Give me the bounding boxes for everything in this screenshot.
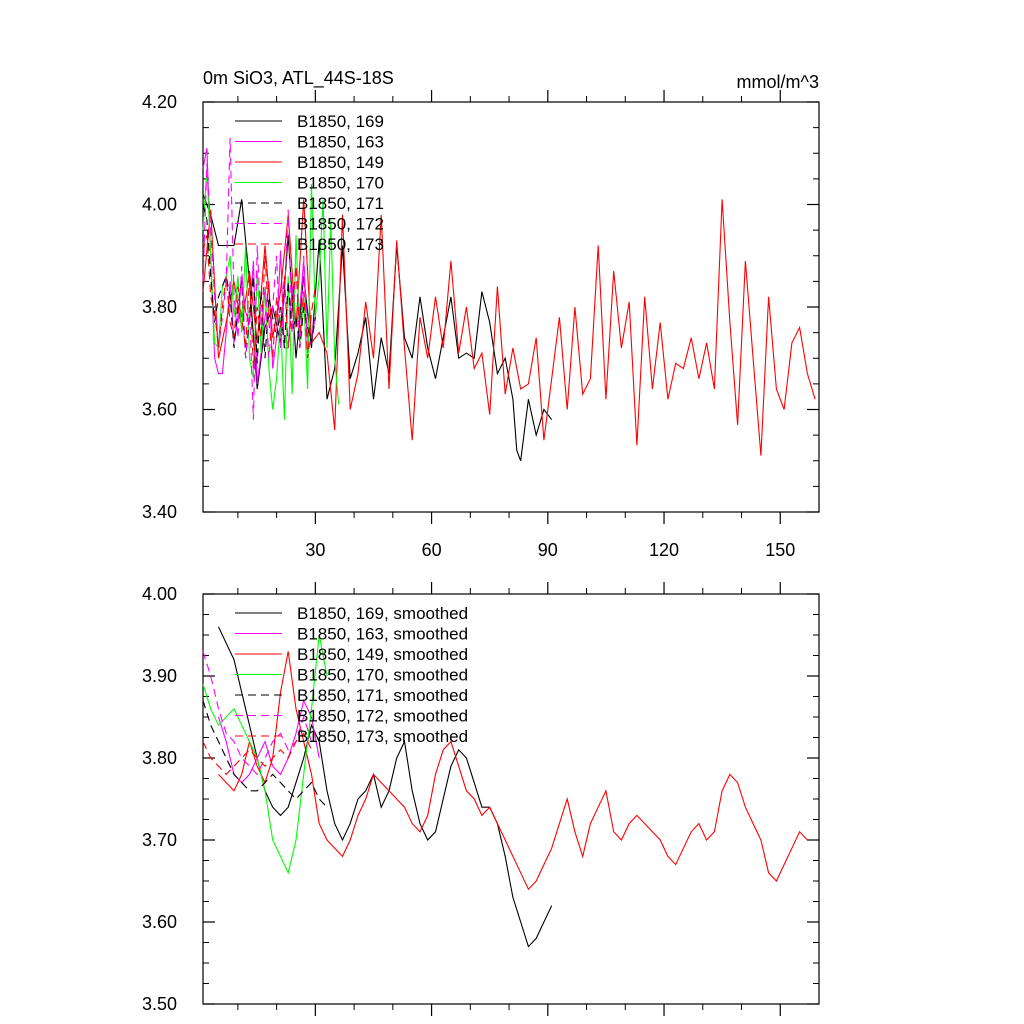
legend-label-163: B1850, 163	[297, 133, 384, 152]
series-line-171	[202, 204, 316, 364]
legend-label-169: B1850, 169, smoothed	[297, 604, 468, 623]
series-line-149	[202, 199, 816, 456]
smoothed-panel: 3.50 3.60 3.70 3.80 3.90 4.00 B1850, 169, smoo…	[142, 582, 820, 1016]
plot-frame	[202, 101, 820, 513]
series-line-170	[202, 634, 328, 875]
legend-label-173: B1850, 173	[297, 235, 384, 254]
x-tick-label: 90	[538, 540, 558, 560]
legend-label-149: B1850, 149, smoothed	[297, 645, 468, 664]
y-tick-label: 3.90	[142, 666, 177, 686]
y-tick-label: 4.20	[142, 92, 177, 112]
y-tick-label: 4.00	[142, 584, 177, 604]
legend-label-170: B1850, 170	[297, 174, 384, 193]
legend-label-171: B1850, 171	[297, 194, 384, 213]
y-tick-label: 3.60	[142, 912, 177, 932]
y-tick-label: 4.00	[142, 195, 177, 215]
x-tick-label: 30	[305, 540, 325, 560]
legend-label-170: B1850, 170, smoothed	[297, 666, 468, 685]
y-tick-label: 3.80	[142, 297, 177, 317]
raw-panel: 3.40 3.60 3.80 4.00 4.20 30 60 90 120 150 B1850, 1…	[142, 90, 820, 560]
series-line-149	[218, 651, 808, 891]
x-tick-label: 120	[649, 540, 679, 560]
chart-units: mmol/m^3	[737, 72, 819, 92]
series-line-173	[202, 235, 316, 369]
legend-label-163: B1850, 163, smoothed	[297, 625, 468, 644]
legend-label-149: B1850, 149	[297, 153, 384, 172]
legend-label-172: B1850, 172, smoothed	[297, 707, 468, 726]
legend-label-173: B1850, 173, smoothed	[297, 727, 468, 746]
chart-title: 0m SiO3, ATL_44S-18S	[203, 68, 394, 89]
series-line-171	[202, 700, 328, 808]
x-tick-label: 150	[765, 540, 795, 560]
y-tick-label: 3.80	[142, 748, 177, 768]
y-tick-label: 3.50	[142, 994, 177, 1014]
plot-frame	[202, 593, 820, 1005]
x-tick-label: 60	[422, 540, 442, 560]
series-line-173	[202, 732, 312, 776]
y-tick-label: 3.60	[142, 400, 177, 420]
series-line-172	[202, 651, 313, 776]
y-tick-label: 3.40	[142, 502, 177, 522]
series-line-169	[202, 194, 553, 461]
legend-label-171: B1850, 171, smoothed	[297, 686, 468, 705]
legend-label-169: B1850, 169	[297, 112, 384, 131]
legend-label-172: B1850, 172	[297, 215, 384, 234]
y-tick-label: 3.70	[142, 830, 177, 850]
